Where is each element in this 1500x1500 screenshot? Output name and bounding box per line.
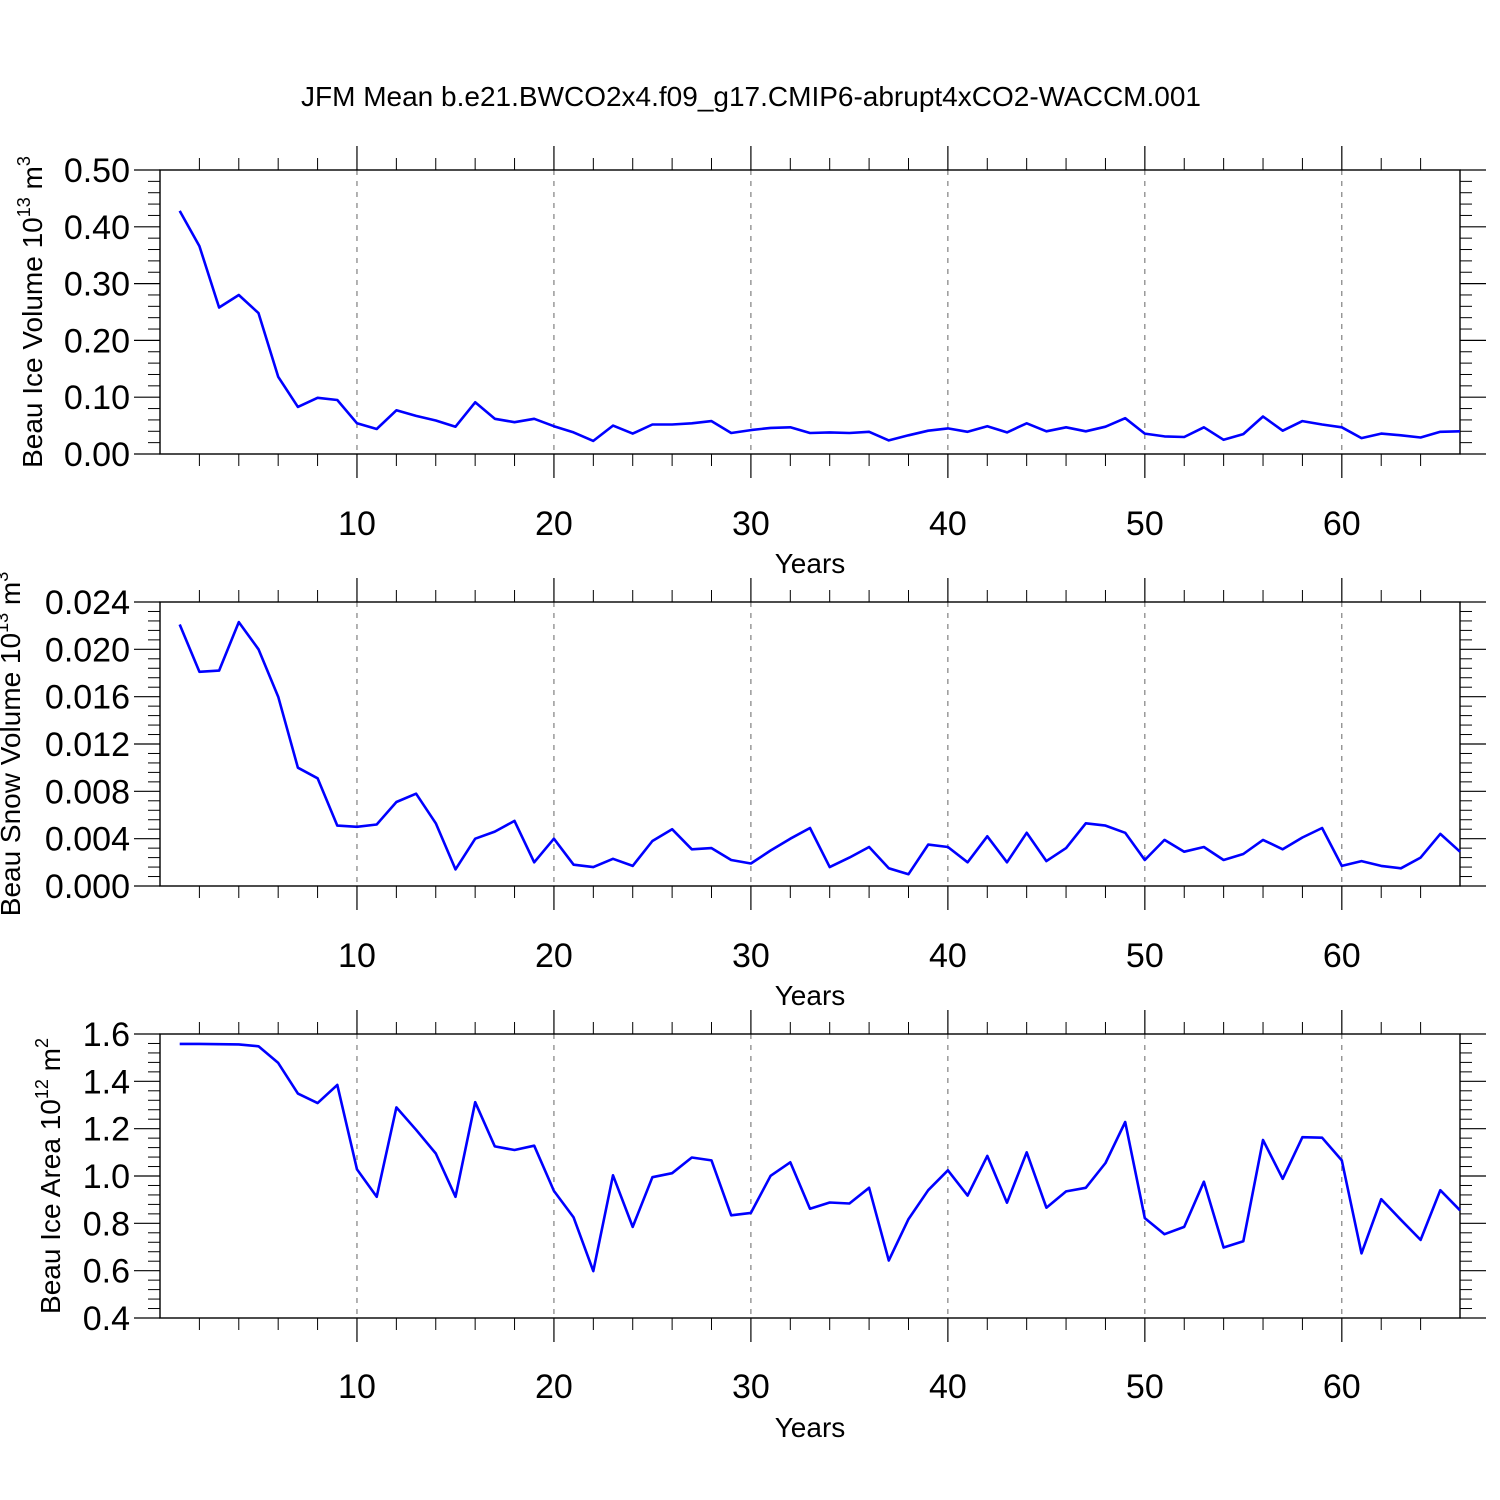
y-tick-label: 1.2 bbox=[83, 1111, 130, 1149]
plot-frame bbox=[159, 601, 1461, 887]
x-tick-label: 20 bbox=[535, 937, 573, 975]
y-tick-label: 0.012 bbox=[45, 726, 130, 764]
y-tick-label: 0.000 bbox=[45, 868, 130, 906]
x-tick-label: 30 bbox=[732, 1368, 770, 1406]
y-tick-label: 0.30 bbox=[64, 266, 130, 304]
plot-frame bbox=[159, 169, 1461, 455]
x-tick-label: 30 bbox=[732, 505, 770, 543]
plot-frame bbox=[159, 1033, 1461, 1319]
y-tick-label: 0.020 bbox=[45, 631, 130, 669]
x-tick-label: 40 bbox=[929, 937, 967, 975]
panel-ice-volume: 10 20 30 40 50 60 0.00 0.10 0.20 0.30 0.40 0.50 Year… bbox=[14, 146, 1486, 579]
x-tick-label: 60 bbox=[1323, 505, 1361, 543]
y-tick-label: 0.8 bbox=[83, 1205, 130, 1243]
y-tick-label: 0.20 bbox=[64, 322, 130, 360]
series-line bbox=[178, 620, 1461, 876]
y-axis-title: Beau Snow Volume 1013 m3 bbox=[0, 572, 26, 916]
x-tick-label: 60 bbox=[1323, 1368, 1361, 1406]
y-tick-label: 0.6 bbox=[83, 1253, 130, 1291]
x-axis-title: Years bbox=[775, 548, 846, 579]
x-tick-label: 20 bbox=[535, 505, 573, 543]
figure-title: JFM Mean b.e21.BWCO2x4.f09_g17.CMIP6-abr… bbox=[301, 81, 1201, 112]
y-axis-title: Beau Ice Volume 1013 m3 bbox=[14, 156, 48, 468]
x-tick-label: 60 bbox=[1323, 937, 1361, 975]
x-tick-label: 30 bbox=[732, 937, 770, 975]
y-tick-label: 0.00 bbox=[64, 436, 130, 474]
x-tick-label: 40 bbox=[929, 1368, 967, 1406]
x-axis-title: Years bbox=[775, 980, 846, 1011]
y-tick-label: 0.024 bbox=[45, 584, 130, 622]
series-line bbox=[179, 1042, 1461, 1273]
y-tick-label: 0.40 bbox=[64, 209, 130, 247]
x-tick-label: 20 bbox=[535, 1368, 573, 1406]
y-tick-label: 1.0 bbox=[83, 1158, 130, 1196]
x-tick-label: 10 bbox=[338, 1368, 376, 1406]
x-tick-label: 50 bbox=[1126, 937, 1164, 975]
y-axis-title: Beau Ice Area 1012 m2 bbox=[32, 1038, 66, 1314]
y-tick-label: 0.016 bbox=[45, 679, 130, 717]
series-line bbox=[178, 210, 1461, 443]
x-axis-title: Years bbox=[775, 1412, 846, 1443]
y-tick-label: 1.6 bbox=[83, 1016, 130, 1054]
panel-snow-volume: 10 20 30 40 50 60 0.000 0.004 0.008 0.012 0.016 0.0… bbox=[0, 572, 1486, 1011]
x-tick-label: 10 bbox=[338, 937, 376, 975]
x-tick-label: 50 bbox=[1126, 1368, 1164, 1406]
y-tick-label: 0.10 bbox=[64, 379, 130, 417]
y-tick-label: 1.4 bbox=[83, 1063, 130, 1101]
y-tick-label: 0.50 bbox=[64, 152, 130, 190]
x-tick-label: 10 bbox=[338, 505, 376, 543]
y-tick-label: 0.004 bbox=[45, 821, 130, 859]
y-tick-label: 0.4 bbox=[83, 1300, 130, 1338]
x-tick-label: 40 bbox=[929, 505, 967, 543]
x-tick-label: 50 bbox=[1126, 505, 1164, 543]
panel-ice-area: 10 20 30 40 50 60 0.4 0.6 0.8 1.0 1.2 1.4 1.6 Years Be… bbox=[32, 1010, 1486, 1443]
y-tick-label: 0.008 bbox=[45, 773, 130, 811]
